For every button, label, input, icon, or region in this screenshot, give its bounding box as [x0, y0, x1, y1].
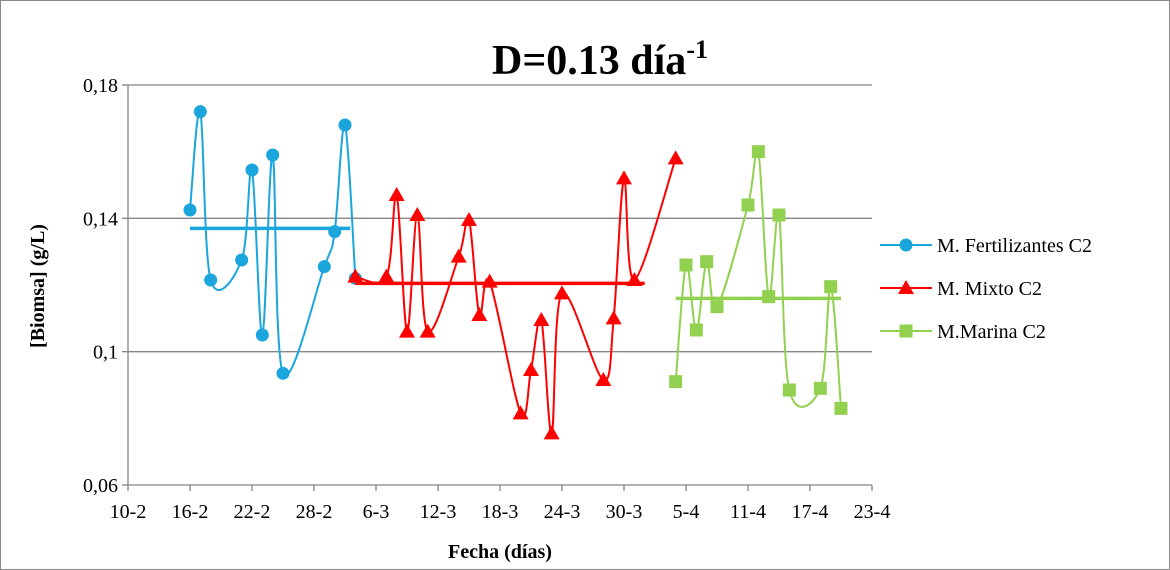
- data-point: [461, 212, 477, 226]
- legend-item: M. Fertilizantes C2: [880, 235, 1092, 257]
- x-tick-label: 23-4: [854, 501, 891, 523]
- data-point: [533, 312, 550, 326]
- gridlines: [122, 84, 872, 486]
- data-point: [450, 248, 467, 263]
- data-point: [276, 366, 290, 380]
- data-point: [255, 328, 269, 342]
- data-point: [266, 148, 280, 162]
- x-tick-label: 12-3: [420, 501, 457, 523]
- series-line: [674, 147, 842, 409]
- chart-title-main: D=0.13 día: [492, 38, 686, 84]
- chart-title: D=0.13 día-1: [492, 35, 708, 84]
- chart-title-superscript: -1: [686, 35, 708, 64]
- data-point: [741, 198, 755, 212]
- data-point: [813, 381, 827, 395]
- y-tick-label: 0,1: [93, 342, 118, 364]
- data-point: [204, 273, 218, 287]
- data-point: [762, 290, 776, 304]
- series-1: [183, 105, 362, 380]
- data-point: [399, 323, 415, 338]
- legend: M. Fertilizantes C2 M. Mixto C2 M.Marina C…: [880, 235, 1092, 343]
- data-point: [338, 118, 352, 132]
- legend-label: M. Fertilizantes C2: [937, 235, 1092, 257]
- x-tick-label: 28-2: [296, 501, 333, 523]
- data-point: [245, 163, 259, 177]
- y-tick-label: 0,14: [83, 208, 118, 230]
- data-point: [751, 145, 765, 159]
- data-point: [193, 105, 207, 119]
- data-point: [782, 383, 796, 397]
- data-point: [523, 362, 539, 376]
- data-point: [419, 323, 436, 338]
- legend-marker: [899, 324, 913, 338]
- data-point: [388, 187, 405, 201]
- series-3: [669, 145, 848, 415]
- legend-marker: [898, 280, 914, 294]
- data-point: [679, 258, 693, 272]
- x-tick-label: 6-3: [363, 501, 390, 523]
- y-axis-title: [Biomsa] (g/L): [27, 224, 49, 348]
- data-point: [471, 307, 488, 321]
- data-point: [616, 170, 632, 185]
- legend-item: M. Mixto C2: [880, 278, 1042, 300]
- data-point: [595, 372, 612, 386]
- legend-label: M.Marina C2: [937, 321, 1046, 343]
- x-tick-label: 5-4: [673, 501, 700, 523]
- data-point: [328, 225, 342, 239]
- data-point: [317, 260, 331, 274]
- data-point: [710, 300, 724, 314]
- y-tick-labels: 0,06 0,1 0,14 0,18: [83, 75, 118, 497]
- x-tick-label: 17-4: [792, 501, 829, 523]
- data-point: [512, 405, 529, 420]
- data-point: [626, 272, 643, 286]
- series-line: [189, 109, 357, 377]
- x-axis-title: Fecha (días): [448, 541, 552, 563]
- legend-marker: [899, 238, 913, 252]
- data-point: [689, 323, 703, 337]
- data-point: [235, 253, 249, 267]
- data-point: [347, 268, 364, 283]
- data-point: [481, 273, 498, 288]
- x-tick-labels: 10-2 16-2 22-2 28-2 6-3 12-3 18-3 24-3 30-3 5-4 11…: [110, 501, 891, 523]
- x-tick-label: 16-2: [172, 501, 209, 523]
- x-tick-label: 10-2: [110, 501, 147, 523]
- y-tick-label: 0,18: [83, 75, 118, 97]
- axes: [127, 85, 873, 491]
- data-point: [543, 425, 560, 440]
- data-point: [409, 207, 426, 221]
- series-layer: [183, 105, 848, 440]
- data-point: [667, 150, 684, 165]
- x-tick-label: 24-3: [544, 501, 581, 523]
- legend-label: M. Mixto C2: [937, 278, 1042, 300]
- y-tick-label: 0,06: [83, 475, 118, 497]
- data-point: [700, 255, 714, 269]
- data-point: [605, 310, 622, 325]
- x-tick-label: 30-3: [606, 501, 643, 523]
- data-point: [669, 375, 683, 389]
- data-point: [772, 208, 786, 222]
- data-point: [824, 280, 838, 294]
- x-tick-label: 22-2: [234, 501, 271, 523]
- series-2: [347, 150, 684, 440]
- x-tick-label: 18-3: [482, 501, 519, 523]
- data-point: [554, 285, 570, 300]
- legend-item: M.Marina C2: [880, 321, 1046, 343]
- data-point: [183, 203, 197, 217]
- data-point: [378, 268, 395, 283]
- data-point: [834, 401, 848, 415]
- x-tick-label: 11-4: [730, 501, 766, 523]
